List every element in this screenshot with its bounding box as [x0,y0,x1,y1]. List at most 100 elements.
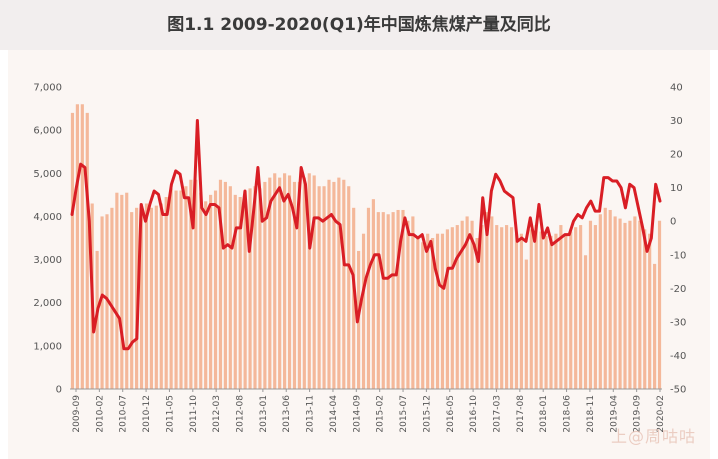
bar [657,220,662,389]
bar [505,225,509,389]
watermark: 上@周咕咕 [610,427,696,446]
bar [381,212,385,389]
bar [588,220,593,389]
bar [139,203,144,389]
bar [613,216,617,389]
bar [361,233,366,389]
bar [243,190,247,389]
bar [514,233,519,389]
bar [500,227,504,389]
bar-series [70,104,662,389]
bar [455,225,459,389]
bar [386,214,390,389]
bar [199,192,203,389]
bar [406,220,410,389]
bar [470,220,474,389]
x-tick-label: 2020-02 [656,395,666,433]
bar [519,233,523,389]
y-left-tick-label: 2,000 [33,298,62,309]
bar [628,220,632,389]
bar [179,190,183,389]
x-tick-label: 2018-01 [539,395,549,433]
x-tick-label: 2010-07 [119,395,129,433]
x-tick-label: 2018-11 [586,395,596,433]
bar [653,263,657,389]
y-right-tick-label: -50 [670,385,686,396]
bar [490,216,494,389]
bar [569,231,573,389]
bar [445,229,449,389]
x-tick-label: 2013-11 [306,395,316,433]
bar [648,233,652,389]
bar [228,186,232,389]
bar [618,218,622,389]
bar [549,235,553,389]
bar [440,233,445,389]
bar [194,179,198,389]
x-tick-label: 2016-05 [446,395,456,433]
bar [583,255,588,389]
bar [253,186,257,389]
bar [297,181,301,389]
bar [135,207,139,389]
bar [302,177,306,389]
bar [431,238,435,389]
y-left-tick-label: 4,000 [33,212,62,223]
bar [574,227,578,389]
bar [559,225,563,389]
line-series [70,119,662,351]
bar [564,233,568,389]
x-tick-label: 2012-08 [236,395,246,433]
bar [80,104,84,389]
y-right-tick-label: -20 [670,284,686,295]
bar [268,177,272,389]
bar [598,214,602,389]
bar [149,207,153,389]
x-tick-label: 2013-01 [259,395,269,433]
bar [376,212,380,389]
bar [391,212,395,389]
y-left-tick-label: 0 [56,385,62,396]
bar [100,216,104,389]
bar [608,209,612,389]
bar [342,179,346,389]
bar [623,222,627,389]
bar [509,227,514,389]
bar [643,229,647,389]
bar [273,173,277,389]
bar [539,231,543,389]
bar [371,199,375,389]
x-tick-label: 2011-10 [189,395,199,433]
y-right-tick-label: 20 [670,150,683,161]
bar [337,177,341,389]
bar [115,192,119,389]
bar [213,190,218,389]
bar [263,181,267,389]
bar [332,181,336,389]
bar [401,209,405,389]
bar [159,203,163,389]
x-tick-label: 2019-04 [609,395,619,433]
bar [426,233,430,389]
bar [322,186,326,389]
bar [633,216,637,389]
bar [534,225,538,389]
y-left-tick-label: 6,000 [33,126,62,137]
bar [396,209,400,389]
bar [75,104,79,389]
bar [366,207,371,389]
bar [169,188,173,389]
bar [184,186,188,389]
bar [638,220,642,389]
y-right-tick-label: 0 [670,217,676,228]
bar [278,177,282,389]
bar [189,179,193,389]
y-right-tick-label: -30 [670,317,686,328]
bar [416,238,420,389]
bar [120,194,124,389]
bar [144,203,149,389]
x-tick-label: 2019-09 [633,395,643,433]
x-tick-label: 2016-10 [469,395,479,433]
bar [460,220,464,389]
